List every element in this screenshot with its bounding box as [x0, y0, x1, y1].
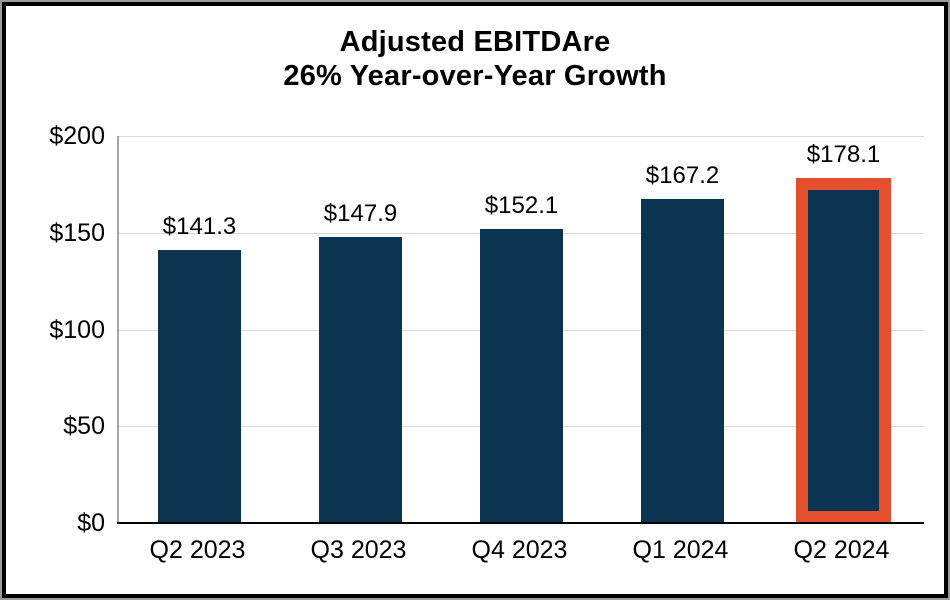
bar-value-label: $152.1	[484, 191, 559, 219]
bar-slot-q1-2024: $167.2	[602, 136, 763, 523]
x-axis-label: Q4 2023	[471, 536, 568, 564]
x-axis-label: Q1 2024	[632, 536, 729, 564]
x-axis-label: Q2 2023	[149, 536, 246, 564]
bar-slot-q4-2023: $152.1	[441, 136, 602, 523]
chart-title-line2: 26% Year-over-Year Growth	[283, 60, 667, 92]
bar-q2-2023	[158, 249, 241, 523]
x-axis-label: Q3 2023	[310, 536, 407, 564]
bar-slot-q3-2023: $147.9	[280, 136, 441, 523]
bar-value-label: $141.3	[162, 212, 237, 240]
x-axis-label: Q2 2024	[793, 536, 890, 564]
y-axis-tick: $100	[49, 315, 105, 344]
bar-slot-q2-2024: $178.1	[763, 136, 924, 523]
y-axis-tick: $150	[49, 218, 105, 247]
y-axis: $0 $50 $100 $150 $200	[6, 122, 105, 537]
bar-slot-q2-2023: $141.3	[119, 136, 280, 523]
plot-area: $141.3 $147.9 $152.1 $167.2 $178.1	[117, 136, 924, 523]
y-axis-tick: $0	[77, 509, 105, 537]
bar-q1-2024	[641, 199, 724, 523]
bar-value-label: $167.2	[645, 162, 720, 190]
bars-container: $141.3 $147.9 $152.1 $167.2 $178.1	[119, 136, 924, 523]
bar-q4-2023	[480, 228, 563, 523]
bar-value-label: $178.1	[806, 141, 881, 169]
bar-q2-2024-highlighted	[796, 178, 891, 523]
gridline	[119, 136, 924, 137]
bar-q3-2023	[319, 236, 402, 523]
y-axis-tick: $200	[49, 122, 105, 150]
x-axis-line	[117, 522, 924, 524]
chart-title: Adjusted EBITDAre 26% Year-over-Year Gro…	[6, 25, 944, 93]
y-axis-tick: $50	[63, 412, 105, 441]
x-axis-labels: Q2 2023 Q3 2023 Q4 2023 Q1 2024 Q2 2024	[117, 535, 922, 565]
chart-title-line1: Adjusted EBITDAre	[339, 26, 611, 58]
bar-value-label: $147.9	[323, 199, 398, 227]
